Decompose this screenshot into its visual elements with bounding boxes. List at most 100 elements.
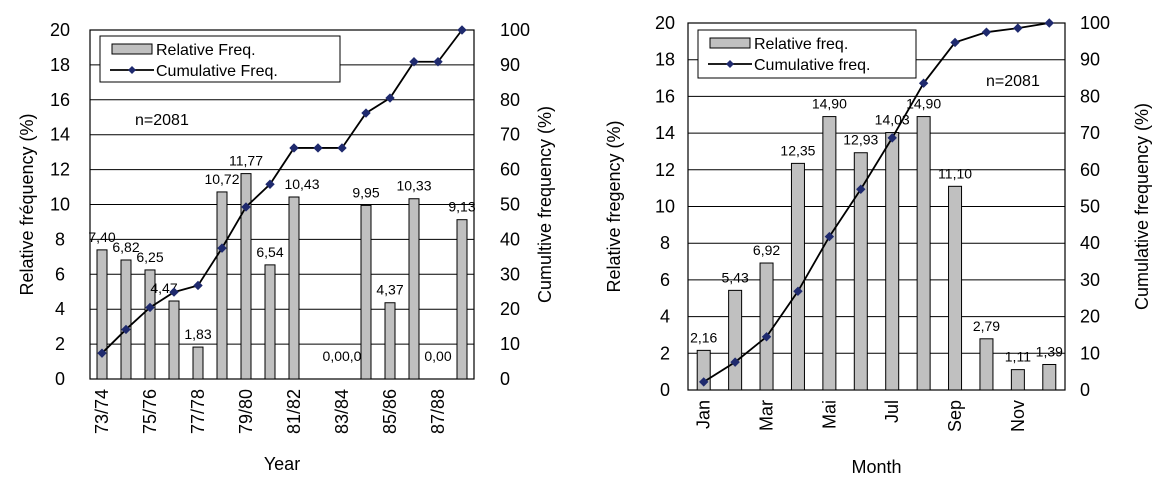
- cumulative-marker: [457, 25, 467, 35]
- y2-tick-label: 100: [1080, 13, 1110, 33]
- y-tick-label: 0: [660, 380, 670, 400]
- bar-data-label: 6,92: [753, 242, 780, 258]
- y2-tick-label: 100: [500, 20, 530, 40]
- y-tick-label: 16: [50, 90, 70, 110]
- y-tick-label: 8: [55, 229, 65, 249]
- y-tick-label: 20: [655, 13, 675, 33]
- y2-tick-label: 40: [500, 229, 520, 249]
- bar-data-label: 7,40: [88, 229, 115, 245]
- y2-tick-label: 30: [500, 264, 520, 284]
- y-tick-label: 14: [655, 123, 675, 143]
- bar: [456, 219, 468, 380]
- y-tick-label: 18: [655, 50, 675, 70]
- bar: [916, 116, 931, 391]
- x-tick-label: Nov: [1008, 400, 1028, 432]
- bar: [885, 132, 900, 391]
- cumulative-marker: [433, 57, 443, 67]
- y2-tick-label: 30: [1080, 270, 1100, 290]
- bar-data-label: 6,25: [136, 249, 163, 265]
- sample-size-annotation: n=2081: [986, 73, 1040, 90]
- y-tick-label: 4: [660, 307, 670, 327]
- bar-data-label: 4,37: [376, 282, 403, 298]
- bar: [1042, 363, 1057, 391]
- bar: [192, 346, 204, 380]
- bar: [240, 173, 252, 380]
- cumulative-marker: [856, 184, 866, 194]
- x-tick-label: 77/78: [188, 389, 208, 434]
- cumulative-marker: [1044, 18, 1054, 28]
- chart-month: 0 2 4 6 8 10 12 14 16 18 20 0 10 20 30 40 50 60 70 80 90 100 2…: [604, 13, 1152, 477]
- cumulative-marker: [887, 133, 897, 143]
- cumulative-line: [703, 22, 1050, 383]
- legend-label: Relative Freq.: [156, 42, 256, 59]
- cumulative-marker: [761, 332, 772, 342]
- cumulative-marker: [361, 108, 371, 118]
- x-tick-label: 73/74: [92, 389, 112, 434]
- y-tick-label: 18: [50, 55, 70, 75]
- bar-data-label: 11,77: [229, 153, 263, 169]
- x-tick-label: 87/88: [428, 389, 448, 434]
- y-tick-label: 2: [55, 334, 65, 354]
- bar-data-label: 1,83: [184, 326, 211, 342]
- cumulative-marker: [289, 143, 299, 153]
- y2-axis-title: Cumulative frequency (%): [1132, 103, 1152, 310]
- x-axis-title: Year: [264, 454, 300, 474]
- y2-tick-label: 50: [500, 195, 520, 215]
- cumulative-marker: [241, 202, 251, 212]
- cumulative-marker: [981, 27, 992, 37]
- bar: [264, 264, 276, 380]
- y2-tick-label: 10: [1080, 343, 1100, 363]
- y2-tick-label: 80: [1080, 86, 1100, 106]
- y-tick-label: 6: [55, 264, 65, 284]
- bar: [144, 269, 156, 380]
- cumulative-marker: [169, 287, 179, 297]
- bar-data-label: 1,39: [1036, 343, 1063, 359]
- y-tick-label: 10: [655, 197, 675, 217]
- y-tick-label: 2: [660, 343, 670, 363]
- cumulative-marker: [145, 302, 155, 313]
- bar: [96, 249, 108, 380]
- x-tick-label: 81/82: [284, 389, 304, 434]
- cumulative-line: [101, 29, 463, 354]
- bar: [168, 300, 180, 380]
- bar: [288, 196, 300, 380]
- y2-tick-label: 60: [1080, 160, 1100, 180]
- bar: [728, 289, 743, 391]
- bar-data-label: 10,72: [204, 171, 239, 187]
- bar-data-label: 9,95: [352, 184, 379, 200]
- y-tick-label: 12: [655, 160, 675, 180]
- plot-frame: [687, 22, 1066, 391]
- cumulative-marker: [337, 143, 347, 153]
- cumulative-marker: [385, 93, 395, 103]
- bar-data-label: 5,43: [722, 269, 749, 285]
- cumulative-marker: [1013, 23, 1023, 33]
- y2-tick-label: 20: [1080, 307, 1100, 327]
- bar: [408, 198, 420, 380]
- y2-tick-label: 0: [1080, 380, 1090, 400]
- bar-data-label: 14,03: [875, 112, 910, 128]
- y2-tick-label: 70: [1080, 123, 1100, 143]
- bar: [822, 116, 837, 391]
- y-tick-label: 16: [655, 86, 675, 106]
- y2-tick-label: 70: [500, 125, 520, 145]
- x-axis-title: Month: [851, 457, 901, 477]
- chart-year: 0 2 4 6 8 10 12 14 16 18 20 0 10 20 30 40 50 60 70 80 90 100 7…: [17, 20, 555, 474]
- bar: [790, 162, 805, 391]
- y-tick-label: 20: [50, 20, 70, 40]
- y-tick-label: 6: [660, 270, 670, 290]
- bar-data-label: 2,79: [973, 318, 1000, 334]
- x-tick-label: Sep: [945, 400, 965, 432]
- y2-tick-label: 90: [1080, 50, 1100, 70]
- y2-tick-label: 90: [500, 55, 520, 75]
- legend-label: Cumulative Freq.: [156, 63, 278, 80]
- bar: [120, 259, 132, 380]
- bar: [360, 204, 372, 380]
- bar: [853, 152, 868, 391]
- x-tick-label: 75/76: [140, 389, 160, 434]
- cumulative-marker: [313, 143, 323, 153]
- cumulative-marker: [97, 348, 107, 358]
- legend-label: Relative freq.: [754, 36, 848, 53]
- y2-tick-label: 40: [1080, 233, 1100, 253]
- cumulative-marker: [918, 78, 929, 88]
